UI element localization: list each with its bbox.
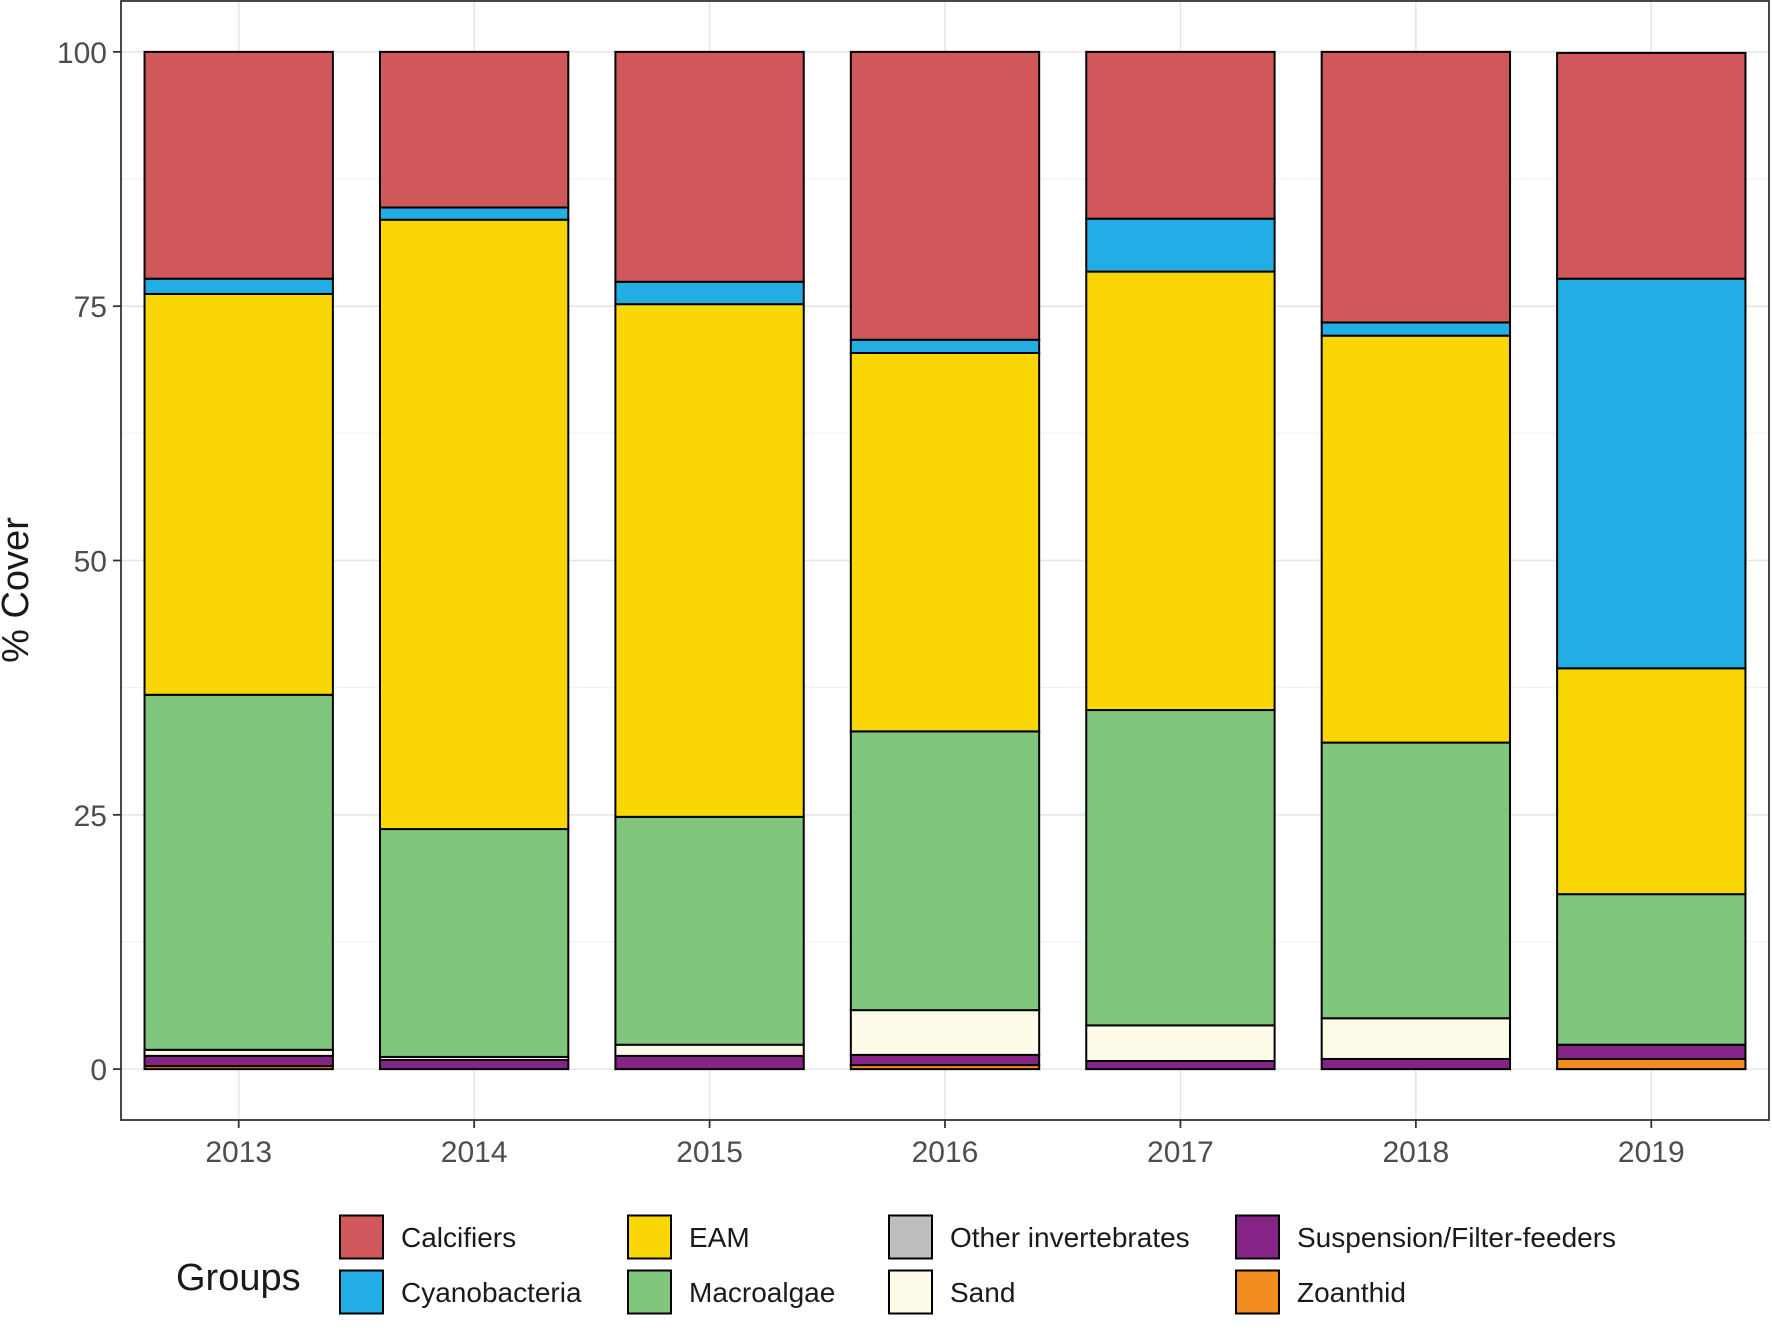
- bar-segment-sand-2017: [1085, 1024, 1276, 1062]
- legend-label: Other invertebrates: [950, 1222, 1190, 1253]
- legend-item-calcifiers: Calcifiers: [339, 1214, 516, 1260]
- bar-segment-eam-2014: [378, 218, 570, 831]
- legend-item-sand: Sand: [888, 1269, 1015, 1315]
- legend-label: Calcifiers: [401, 1222, 516, 1253]
- bar-segment-cyanobacteria-2019: [1556, 277, 1747, 670]
- legend-swatch: [627, 1214, 672, 1260]
- legend-swatch: [888, 1269, 933, 1315]
- bar-segment-cyanobacteria-2016: [849, 338, 1041, 354]
- bar-segment-eam-2017: [1085, 270, 1276, 712]
- legend-item-zoanthid: Zoanthid: [1235, 1269, 1406, 1315]
- x-tick-label: 2013: [205, 1136, 272, 1169]
- bar-stack-2019: [1556, 51, 1747, 1071]
- x-tick-label: 2018: [1382, 1136, 1449, 1169]
- bar-segment-macroalgae-2017: [1085, 709, 1276, 1027]
- legend-swatch: [1235, 1269, 1280, 1315]
- legend-swatch: [1235, 1214, 1280, 1260]
- y-tick-label: 50: [74, 546, 107, 579]
- bar-segment-sand-2016: [849, 1009, 1041, 1056]
- legend-label: Suspension/Filter-feeders: [1297, 1222, 1616, 1253]
- bar-segment-zoanthid-2019: [1556, 1057, 1747, 1071]
- bar-segment-macroalgae-2015: [614, 815, 805, 1046]
- legend-item-other-invertebrates: Other invertebrates: [888, 1214, 1190, 1260]
- bar-segment-macroalgae-2016: [849, 730, 1041, 1012]
- bar-segment-cyanobacteria-2014: [378, 206, 570, 221]
- x-tick-label: 2017: [1147, 1136, 1214, 1169]
- bar-segment-macroalgae-2013: [143, 693, 334, 1051]
- bar-stack-2013: [143, 50, 334, 1071]
- legend-item-suspension-filter-feeders: Suspension/Filter-feeders: [1235, 1214, 1616, 1260]
- legend-label: Macroalgae: [689, 1277, 835, 1308]
- bar-segment-cyanobacteria-2013: [143, 277, 334, 295]
- bar-segment-suspension-filter-feeders-2019: [1556, 1043, 1747, 1060]
- bar-segment-sand-2018: [1320, 1017, 1512, 1060]
- bar-stack-2015: [614, 50, 805, 1071]
- bar-segment-eam-2015: [614, 303, 805, 818]
- y-tick-label: 100: [57, 37, 107, 70]
- bar-segment-eam-2013: [143, 292, 334, 696]
- bar-segment-calcifiers-2013: [143, 50, 334, 280]
- x-tick-label: 2015: [676, 1136, 743, 1169]
- x-tick-label: 2014: [441, 1136, 508, 1169]
- bar-segment-calcifiers-2017: [1085, 50, 1276, 220]
- axes: 0 25 50 75 100 2013 2014 2015 2016 2017 2018 2019: [57, 0, 1770, 1169]
- legend-swatch: [888, 1214, 933, 1260]
- y-tick-label: 75: [74, 291, 107, 324]
- bar-segment-calcifiers-2016: [849, 50, 1041, 341]
- bar-segment-suspension-filter-feeders-2013: [143, 1054, 334, 1068]
- bar-stack-2014: [378, 50, 570, 1071]
- bar-segment-suspension-filter-feeders-2018: [1320, 1057, 1512, 1071]
- bar-segment-cyanobacteria-2017: [1085, 217, 1276, 273]
- bar-stack-2016: [849, 50, 1041, 1071]
- bar-stack-2017: [1085, 50, 1276, 1071]
- legend-item-cyanobacteria: Cyanobacteria: [339, 1269, 582, 1315]
- legend: Groups Calcifiers Cyanobacteria EAM Macroal…: [176, 1214, 1616, 1315]
- bar-segment-suspension-filter-feeders-2016: [849, 1053, 1041, 1067]
- bar-segment-calcifiers-2019: [1556, 51, 1747, 280]
- bar-segment-eam-2016: [849, 351, 1041, 733]
- legend-item-eam: EAM: [627, 1214, 750, 1260]
- legend-label: EAM: [689, 1222, 750, 1253]
- bar-segment-calcifiers-2015: [614, 50, 805, 283]
- legend-title: Groups: [176, 1257, 301, 1299]
- bar-segment-macroalgae-2019: [1556, 893, 1747, 1046]
- bar-segment-calcifiers-2014: [378, 50, 570, 209]
- bar-segment-calcifiers-2018: [1320, 50, 1512, 324]
- legend-label: Zoanthid: [1297, 1277, 1406, 1308]
- bar-segment-macroalgae-2014: [378, 828, 570, 1058]
- legend-label: Cyanobacteria: [401, 1277, 582, 1308]
- bar-segment-cyanobacteria-2018: [1320, 321, 1512, 337]
- legend-swatch: [339, 1269, 384, 1315]
- bar-stack-2018: [1320, 50, 1512, 1071]
- bar-segment-suspension-filter-feeders-2017: [1085, 1059, 1276, 1071]
- x-tick-label: 2019: [1618, 1136, 1685, 1169]
- bar-stacks: [143, 50, 1747, 1071]
- bar-segment-macroalgae-2018: [1320, 741, 1512, 1020]
- bar-segment-sand-2015: [614, 1043, 805, 1057]
- legend-item-macroalgae: Macroalgae: [627, 1269, 835, 1315]
- bar-segment-suspension-filter-feeders-2015: [614, 1054, 805, 1071]
- bar-segment-eam-2018: [1320, 334, 1512, 744]
- legend-swatch: [627, 1269, 672, 1315]
- bar-segment-cyanobacteria-2015: [614, 280, 805, 306]
- x-tick-label: 2016: [912, 1136, 979, 1169]
- y-axis-label: % Cover: [0, 517, 37, 663]
- legend-label: Sand: [950, 1277, 1015, 1308]
- legend-swatch: [339, 1214, 384, 1260]
- y-tick-label: 25: [74, 800, 107, 833]
- y-tick-label: 0: [90, 1054, 107, 1087]
- bar-segment-eam-2019: [1556, 667, 1747, 896]
- bar-segment-suspension-filter-feeders-2014: [378, 1058, 570, 1071]
